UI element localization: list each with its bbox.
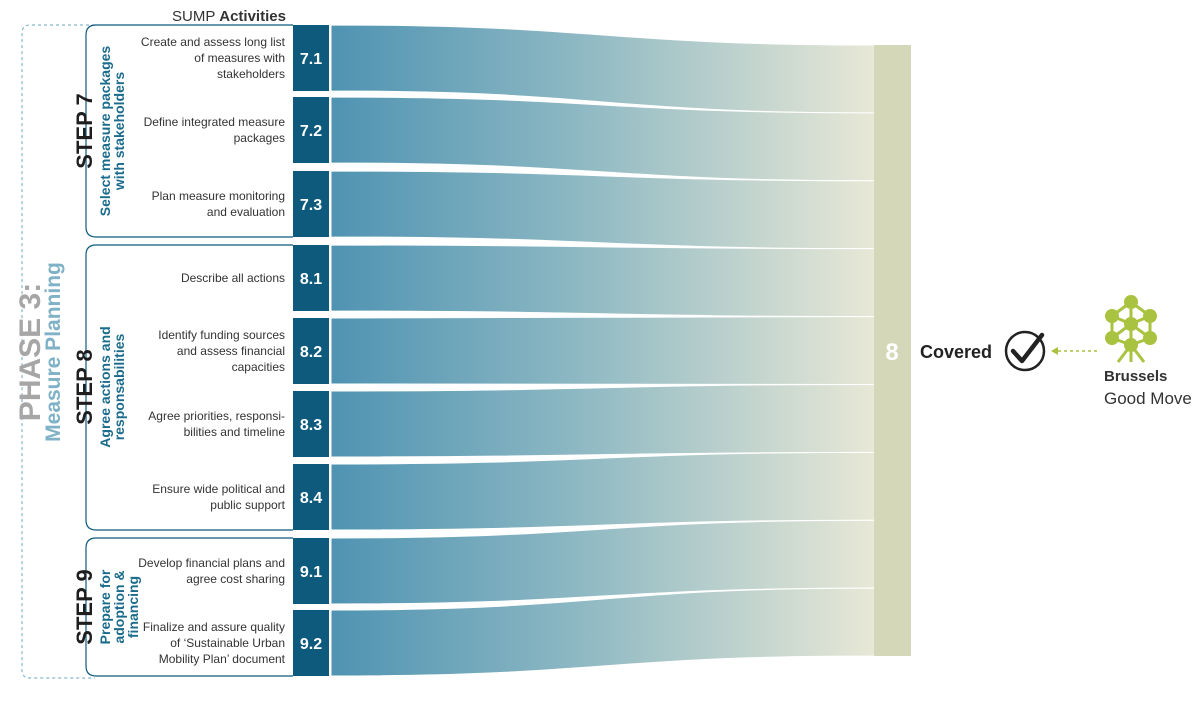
activity-code: 9.2 (300, 636, 322, 653)
phase-label: PHASE 3: (14, 283, 47, 421)
activity-description-line: stakeholders (217, 67, 285, 81)
diagram-header: SUMP Activities (172, 8, 286, 25)
step-label: STEP 7 (72, 93, 97, 168)
activity-code: 9.1 (300, 564, 322, 581)
activity-description-line: packages (234, 131, 285, 145)
step-title-line: adoption & (111, 570, 127, 643)
header-prefix: SUMP (172, 8, 215, 25)
step-bracket (85, 244, 293, 531)
step-title-line: Prepare for (97, 569, 113, 644)
activity-code: 8.1 (300, 271, 322, 288)
step-label: STEP 8 (72, 349, 97, 424)
activity-code: 8.2 (300, 344, 322, 361)
activity-code-box (293, 97, 329, 163)
phase-label-group: PHASE 3: Measure Planning (14, 262, 65, 442)
flow-band (330, 316, 876, 385)
activity-code-box (293, 610, 329, 676)
header-title: Activities (219, 8, 286, 25)
activity-row: 9.1 Develop financial plans and agree cost… (138, 538, 329, 604)
flow-band (330, 170, 876, 250)
covered-status: Covered (920, 342, 992, 362)
activity-description-line: Mobility Plan’ document (159, 652, 286, 666)
activity-row: 9.2 Finalize and assure quality of ‘Sustai… (143, 610, 329, 676)
step-bracket (85, 537, 293, 677)
activity-description-line: Finalize and assure quality (143, 620, 285, 634)
activity-description-line: Define integrated measure (144, 115, 286, 129)
step-title-line: Select measure packages (97, 46, 113, 217)
activity-code: 7.2 (300, 123, 322, 140)
target-label: 8 (885, 339, 898, 366)
activity-code-box (293, 538, 329, 604)
activity-row: 8.4 Ensure wide political and public suppo… (152, 464, 329, 530)
check-circle-icon (1004, 330, 1046, 372)
activity-row: 8.3 Agree priorities, responsi-bilities a… (148, 391, 329, 457)
activity-rows: 7.1 Create and assess long list of measure… (138, 25, 329, 676)
step-title-line: responsabilities (111, 333, 127, 440)
activity-description-line: agree cost sharing (186, 572, 285, 586)
activity-row: 8.2 Identify funding sources and assess fi… (158, 318, 329, 384)
activity-code-box (293, 245, 329, 311)
dashed-arrow-icon (1051, 347, 1097, 355)
activity-code: 8.4 (300, 490, 322, 507)
flow-bands (330, 24, 876, 677)
activity-code: 8.3 (300, 417, 322, 434)
activity-code-box (293, 464, 329, 530)
activity-description-line: and assess financial (177, 344, 285, 358)
activity-description-line: Agree priorities, responsi- (148, 409, 285, 423)
activity-row: 7.3 Plan measure monitoring and evaluation (152, 171, 329, 237)
activity-row: 7.2 Define integrated measure packages (144, 97, 329, 163)
activity-description-line: and evaluation (207, 205, 285, 219)
activity-description-line: Plan measure monitoring (152, 189, 285, 203)
activity-code-box (293, 318, 329, 384)
activity-code-box (293, 25, 329, 91)
activity-description-line: Ensure wide political and (152, 482, 285, 496)
activity-code: 7.3 (300, 197, 322, 214)
step-title-line: with stakeholders (111, 72, 127, 191)
activity-description-line: of measures with (194, 51, 285, 65)
step-label: STEP 9 (72, 569, 97, 644)
activity-code-box (293, 171, 329, 237)
target-bar (874, 45, 911, 656)
step-title-line: financing (125, 576, 141, 638)
flow-band (330, 451, 876, 531)
activity-description-line: bilities and timeline (184, 425, 286, 439)
activity-description-line: public support (210, 498, 285, 512)
activity-description-line: capacities (232, 360, 285, 374)
flow-band (330, 383, 876, 458)
activity-row: 8.1 Describe all actions (181, 245, 329, 311)
activity-description-line: Describe all actions (181, 271, 285, 285)
activity-code: 7.1 (300, 51, 322, 68)
step-bracket (85, 24, 293, 238)
atomium-icon (1105, 295, 1157, 363)
activity-code-box (293, 391, 329, 457)
activity-description-line: of ‘Sustainable Urban (170, 636, 285, 650)
activity-description-line: Create and assess long list (141, 35, 286, 49)
brand-line1: Brussels (1104, 368, 1167, 385)
activity-description-line: Develop financial plans and (138, 556, 285, 570)
phase-bracket (21, 24, 95, 679)
phase-name: Measure Planning (42, 262, 65, 442)
flow-band (330, 244, 876, 318)
activity-row: 7.1 Create and assess long list of measure… (141, 25, 329, 91)
activity-description-line: Identify funding sources (158, 328, 285, 342)
brand-line2: Good Move (1104, 389, 1192, 408)
step-title-line: Agree actions and (97, 326, 113, 447)
